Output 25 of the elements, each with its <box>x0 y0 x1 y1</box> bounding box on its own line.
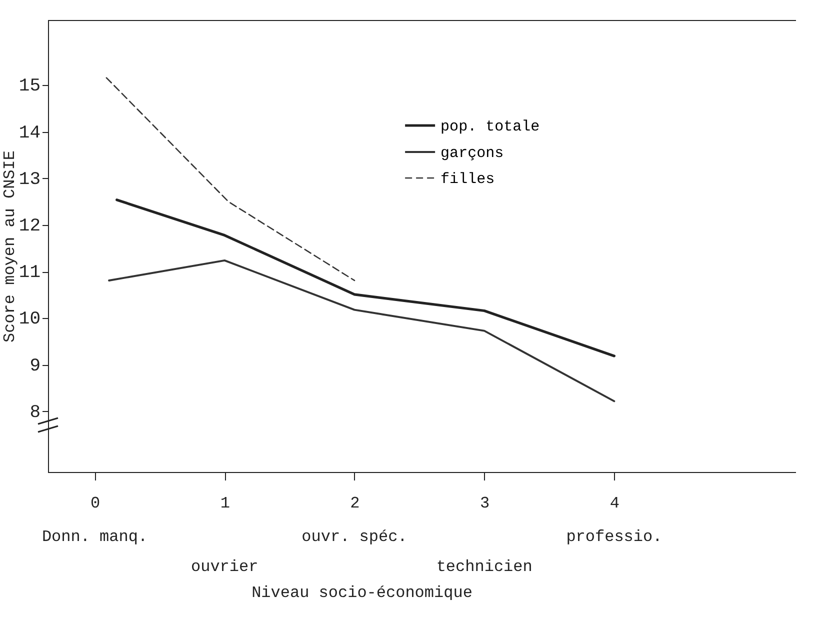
x-axis-title: Niveau socio-économique <box>252 584 472 602</box>
x-tick-label: 2 <box>350 494 360 512</box>
y-tick-label: 15 <box>18 76 40 97</box>
x-tick-label: 3 <box>480 494 490 512</box>
y-axis-title: Score moyen au CNSIE <box>0 150 19 343</box>
text: ouvr. spéc. <box>302 528 408 546</box>
y-tick-label: 10 <box>18 310 40 330</box>
y-tick-label: 14 <box>18 123 40 144</box>
text: Donn. manq. <box>42 528 148 546</box>
line-series <box>108 259 616 402</box>
line-series <box>116 198 616 358</box>
y-tick-label: 8 <box>30 402 40 423</box>
y-tick-label: 9 <box>30 356 40 376</box>
x-tick-label: 4 <box>610 494 620 512</box>
text: technicien <box>436 558 532 576</box>
x-tick-label: 0 <box>90 494 100 512</box>
y-tick-label: 13 <box>18 170 40 190</box>
y-tick-label: 12 <box>18 216 40 237</box>
y-tick-label: 11 <box>18 263 40 284</box>
text: ouvrier <box>191 558 258 576</box>
text: professio. <box>566 528 662 546</box>
legend-label: garçons <box>440 145 504 162</box>
x-tick-label: 1 <box>220 494 230 512</box>
legend-label: pop. totale <box>440 118 540 136</box>
legend-label: filles <box>440 171 495 188</box>
